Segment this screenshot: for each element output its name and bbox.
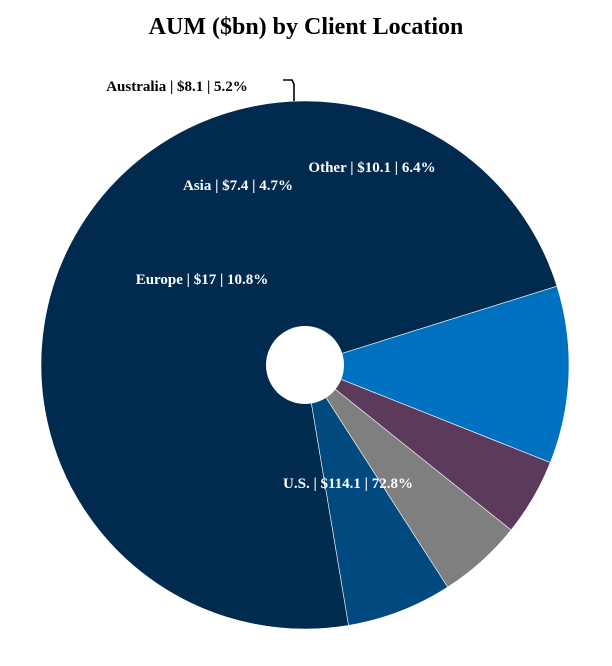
pie-labels: U.S. | $114.1 | 72.8% Europe | $17 | 10.8… <box>106 79 435 492</box>
label-asia: Asia | $7.4 | 4.7% <box>183 178 293 194</box>
chart-title: AUM ($bn) by Client Location <box>148 14 464 40</box>
slice-other <box>304 364 449 626</box>
label-australia: Australia | $8.1 | 5.2% <box>106 79 248 95</box>
slice-europe <box>304 285 570 463</box>
label-other: Other | $10.1 | 6.4% <box>308 160 435 176</box>
donut-hole <box>266 326 344 404</box>
label-europe: Europe | $17 | 10.8% <box>136 272 269 288</box>
australia-leader-line <box>283 79 295 101</box>
label-us: U.S. | $114.1 | 72.8% <box>283 476 413 492</box>
